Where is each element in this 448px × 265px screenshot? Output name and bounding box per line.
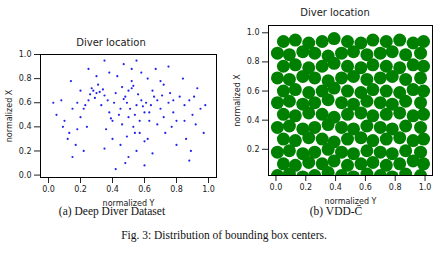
svg-text:0.0: 0.0 xyxy=(42,185,55,194)
svg-text:normalized Y: normalized Y xyxy=(325,197,377,206)
html-text:Fig. 3: Distribution of boundi: Fig. 3: Distribution of bounding box cen… xyxy=(121,229,327,241)
svg-text:normalized Y: normalized Y xyxy=(102,198,155,208)
svg-text:0.8: 0.8 xyxy=(389,183,402,192)
svg-text:1.0: 1.0 xyxy=(19,50,32,59)
svg-text:0.8: 0.8 xyxy=(170,185,183,194)
svg-text:0.4: 0.4 xyxy=(329,183,342,192)
svg-text:0.6: 0.6 xyxy=(19,98,32,107)
html-text:(a) Deep Diver Dataset: (a) Deep Diver Dataset xyxy=(58,205,166,217)
svg-text:0.4: 0.4 xyxy=(19,122,32,131)
svg-text:1.0: 1.0 xyxy=(247,28,260,37)
html-text:(b) VDD-C̄: (b) VDD-C̄ xyxy=(309,205,363,217)
svg-text:0.8: 0.8 xyxy=(19,74,32,83)
svg-text:0.0: 0.0 xyxy=(19,171,32,180)
svg-text:0.8: 0.8 xyxy=(247,57,260,66)
svg-text:normalized X: normalized X xyxy=(5,89,14,142)
svg-text:0.0: 0.0 xyxy=(270,183,283,192)
svg-text:0.6: 0.6 xyxy=(138,185,151,194)
svg-text:0.2: 0.2 xyxy=(299,183,312,192)
html-text:Diver location: Diver location xyxy=(76,37,146,48)
svg-text:normalized X: normalized X xyxy=(233,74,242,127)
html-text:Diver location: Diver location xyxy=(300,7,370,18)
svg-text:1.0: 1.0 xyxy=(202,185,215,194)
svg-text:0.4: 0.4 xyxy=(247,116,260,125)
svg-text:0.2: 0.2 xyxy=(74,185,87,194)
svg-text:0.6: 0.6 xyxy=(359,183,372,192)
svg-text:0.2: 0.2 xyxy=(19,147,32,156)
svg-text:0.4: 0.4 xyxy=(106,185,119,194)
svg-text:0.2: 0.2 xyxy=(247,145,260,154)
svg-text:1.0: 1.0 xyxy=(419,183,432,192)
svg-text:0.6: 0.6 xyxy=(247,87,260,96)
